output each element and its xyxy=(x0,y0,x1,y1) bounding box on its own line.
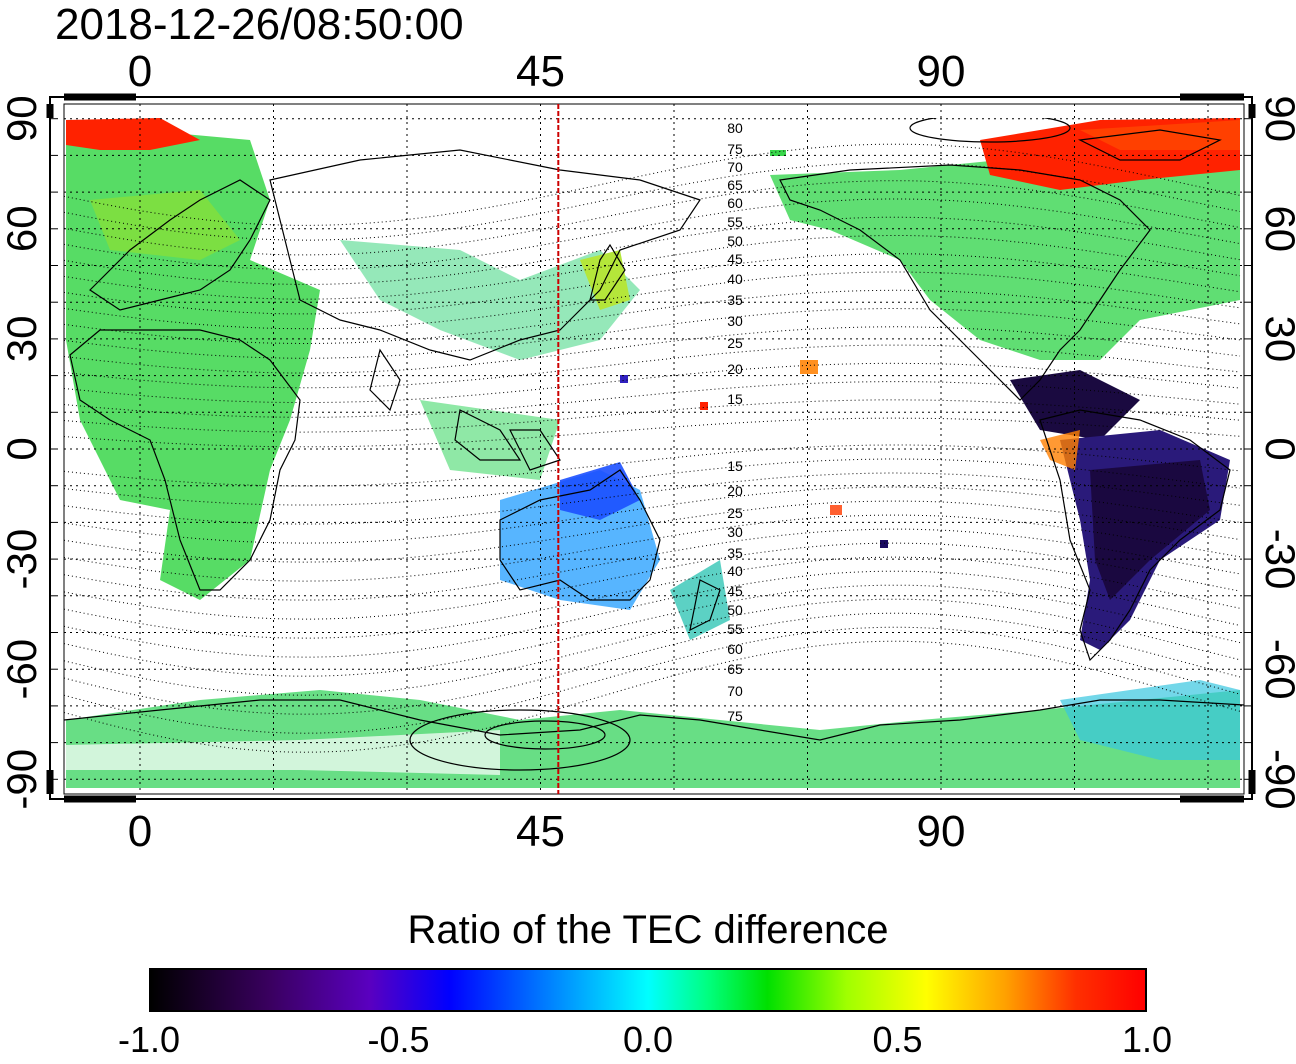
contour-label: 45 xyxy=(727,583,743,599)
latitude-tick-label: -90 xyxy=(1257,749,1296,810)
contour-label: 15 xyxy=(727,458,743,474)
latitude-tick-label: -30 xyxy=(0,529,45,590)
contour-label: 80 xyxy=(727,120,743,136)
longitude-tick-labels-bottom: 04590135180-135-90-45 xyxy=(128,807,966,856)
colorbar-tick-label: -1.0 xyxy=(117,1019,181,1060)
contour-curve xyxy=(64,399,1241,433)
contour-curve xyxy=(64,444,1241,487)
latitude-tick-label: 0 xyxy=(0,437,45,460)
contour-curve xyxy=(64,381,1241,418)
world-map: 04590135180-135-90-45 04590135180-135-90… xyxy=(0,47,1296,856)
coastlines xyxy=(64,129,1244,741)
latitude-tick-label: 60 xyxy=(0,205,45,252)
colorbar xyxy=(149,968,1147,1012)
contour-curve xyxy=(64,180,1241,256)
contour-label: 30 xyxy=(727,524,743,540)
contour-curve xyxy=(64,570,1241,658)
contour-curve xyxy=(64,362,1241,403)
contour-curve xyxy=(64,472,1241,525)
contour-label: 25 xyxy=(727,335,743,351)
contour-curve xyxy=(64,514,1241,582)
latitude-tick-label: -60 xyxy=(1257,639,1296,700)
colorbar-tick-label: 0.5 xyxy=(872,1019,923,1060)
tec-coverage-field xyxy=(66,118,1240,788)
frame-edge-bars xyxy=(46,93,1256,803)
contour-label: 75 xyxy=(727,141,743,157)
contour-label: 55 xyxy=(727,621,743,637)
latitude-tick-label: 90 xyxy=(1257,95,1296,142)
contour-curve xyxy=(64,486,1241,544)
longitude-tick-label: 0 xyxy=(128,807,152,856)
contour-curve xyxy=(64,344,1241,389)
colorbar-tick-label: 1.0 xyxy=(1121,1019,1173,1060)
longitude-tick-label: 45 xyxy=(516,807,565,856)
map-title: 2018-12-26/08:50:00 xyxy=(55,0,464,49)
contour-curve xyxy=(64,289,1241,345)
contour-label: 35 xyxy=(727,292,743,308)
contour-curve xyxy=(64,417,1241,448)
contour-label: 55 xyxy=(727,214,743,230)
contour-curve xyxy=(64,216,1241,285)
contour-label: 45 xyxy=(727,251,743,267)
contour-label: 60 xyxy=(727,641,743,657)
contour-curve xyxy=(64,307,1241,359)
graticule xyxy=(50,104,1252,794)
contour-label: 30 xyxy=(727,313,743,329)
contour-label: 70 xyxy=(727,683,743,699)
longitude-tick-label: 90 xyxy=(917,47,966,96)
latitude-tick-label: 30 xyxy=(1257,316,1296,363)
latitude-tick-label: 30 xyxy=(0,316,45,363)
latitude-tick-label: 90 xyxy=(0,95,45,142)
contour-curve xyxy=(64,458,1241,506)
contour-curve xyxy=(64,271,1241,330)
contour-curve xyxy=(64,626,1241,734)
longitude-tick-labels-top: 04590135180-135-90-45 xyxy=(128,47,966,96)
latitude-tick-label: -90 xyxy=(0,749,45,810)
contour-label: 35 xyxy=(727,545,743,561)
longitude-tick-label: 45 xyxy=(516,47,565,96)
contour-label: 60 xyxy=(727,195,743,211)
colorbar-tick-label: 0.0 xyxy=(622,1019,674,1060)
contour-labels: 80 75 70 65 60 55 50 45 40 35 30 25 20 15 15 20 25 30 35 40… xyxy=(727,120,743,724)
contour-curve xyxy=(64,326,1241,374)
contour-oval xyxy=(409,709,631,771)
latitude-tick-labels-left: 90 60 30 0 -30 -60 -90 xyxy=(0,95,45,809)
contour-label: 25 xyxy=(727,505,743,521)
latitude-tick-label: 60 xyxy=(1257,205,1296,252)
colorbar-tick-label: -0.5 xyxy=(367,1019,430,1060)
longitude-tick-label: 0 xyxy=(128,47,152,96)
contour-label: 50 xyxy=(727,233,743,249)
contour-curve xyxy=(64,235,1241,300)
longitude-tick-label: 90 xyxy=(917,807,966,856)
latitude-tick-label: 0 xyxy=(1257,437,1296,460)
contour-curve xyxy=(64,542,1241,620)
contour-curve xyxy=(64,640,1241,753)
contour-label: 65 xyxy=(727,177,743,193)
contour-oval xyxy=(484,720,606,750)
colorbar-title: Ratio of the TEC difference xyxy=(407,908,889,952)
contour-label: 75 xyxy=(727,708,743,724)
map-frame xyxy=(49,96,1253,800)
contour-label: 70 xyxy=(727,159,743,175)
contour-label: 20 xyxy=(727,361,743,377)
contour-label: 20 xyxy=(727,483,743,499)
contour-oval xyxy=(909,118,1071,143)
contour-curve xyxy=(64,584,1241,677)
latitude-tick-label: -30 xyxy=(1257,529,1296,590)
contour-label: 40 xyxy=(727,563,743,579)
contour-label: 65 xyxy=(727,661,743,677)
contour-label: 50 xyxy=(727,602,743,618)
latitude-tick-labels-right: 90 60 30 0 -30 -60 -90 xyxy=(1257,95,1296,809)
contour-label: 40 xyxy=(727,271,743,287)
contour-label: 15 xyxy=(727,391,743,407)
latitude-tick-label: -60 xyxy=(0,639,45,700)
